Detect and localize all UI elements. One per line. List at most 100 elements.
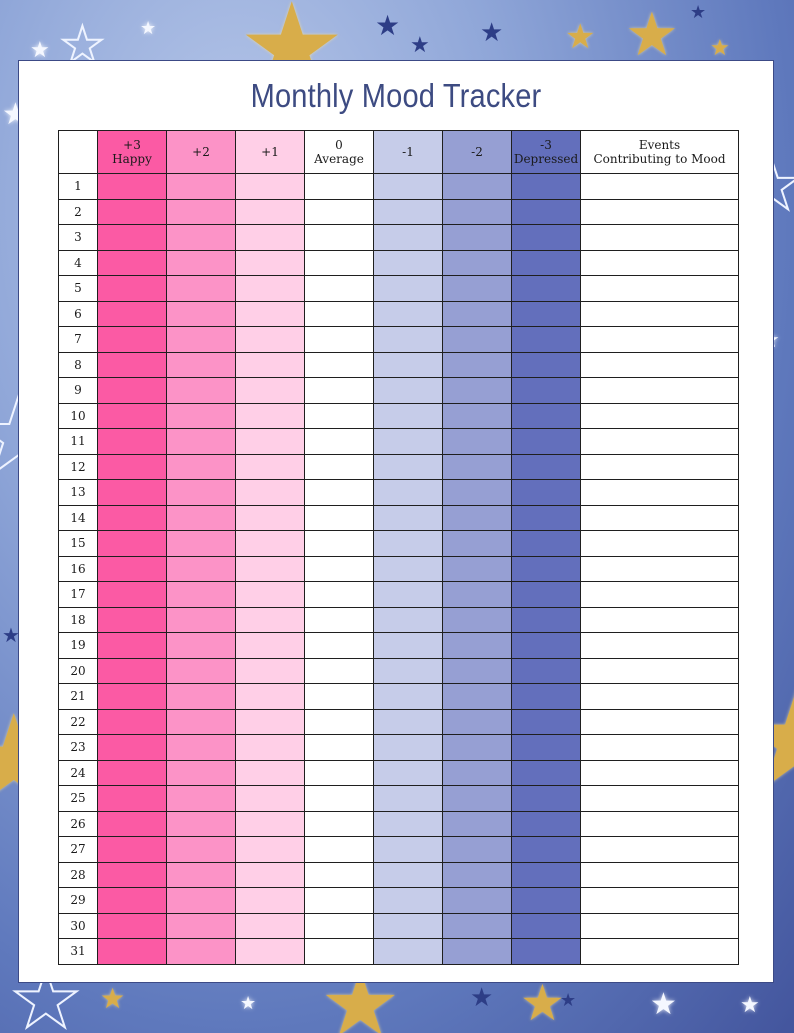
- mood-cell-minus2[interactable]: [442, 581, 512, 608]
- mood-cell-zero[interactable]: [304, 581, 374, 608]
- mood-cell-plus3[interactable]: [97, 657, 167, 684]
- mood-cell-minus2[interactable]: [442, 734, 512, 761]
- events-cell[interactable]: [580, 479, 739, 506]
- mood-cell-plus3[interactable]: [97, 428, 167, 455]
- mood-cell-zero[interactable]: [304, 453, 374, 480]
- mood-cell-minus1[interactable]: [373, 198, 443, 225]
- mood-cell-minus1[interactable]: [373, 300, 443, 327]
- mood-cell-zero[interactable]: [304, 632, 374, 659]
- mood-cell-plus3[interactable]: [97, 173, 167, 200]
- mood-cell-zero[interactable]: [304, 912, 374, 939]
- mood-cell-plus3[interactable]: [97, 785, 167, 812]
- mood-cell-zero[interactable]: [304, 479, 374, 506]
- mood-cell-plus1[interactable]: [235, 224, 305, 251]
- mood-cell-minus1[interactable]: [373, 249, 443, 276]
- mood-cell-minus1[interactable]: [373, 351, 443, 378]
- mood-cell-zero[interactable]: [304, 530, 374, 557]
- events-cell[interactable]: [580, 861, 739, 888]
- mood-cell-plus1[interactable]: [235, 683, 305, 710]
- mood-cell-plus1[interactable]: [235, 326, 305, 353]
- mood-cell-plus3[interactable]: [97, 632, 167, 659]
- mood-cell-plus3[interactable]: [97, 861, 167, 888]
- mood-cell-minus2[interactable]: [442, 810, 512, 837]
- events-cell[interactable]: [580, 581, 739, 608]
- mood-cell-zero[interactable]: [304, 606, 374, 633]
- mood-cell-plus2[interactable]: [166, 326, 236, 353]
- events-cell[interactable]: [580, 428, 739, 455]
- mood-cell-minus1[interactable]: [373, 734, 443, 761]
- mood-cell-plus1[interactable]: [235, 530, 305, 557]
- mood-cell-minus3[interactable]: [511, 555, 581, 582]
- mood-cell-zero[interactable]: [304, 351, 374, 378]
- mood-cell-plus1[interactable]: [235, 759, 305, 786]
- mood-cell-minus3[interactable]: [511, 453, 581, 480]
- mood-cell-plus1[interactable]: [235, 453, 305, 480]
- mood-cell-minus2[interactable]: [442, 300, 512, 327]
- mood-cell-zero[interactable]: [304, 555, 374, 582]
- mood-cell-plus1[interactable]: [235, 377, 305, 404]
- mood-cell-plus3[interactable]: [97, 912, 167, 939]
- mood-cell-plus2[interactable]: [166, 861, 236, 888]
- mood-cell-minus2[interactable]: [442, 479, 512, 506]
- mood-cell-plus2[interactable]: [166, 887, 236, 914]
- mood-cell-zero[interactable]: [304, 836, 374, 863]
- events-cell[interactable]: [580, 504, 739, 531]
- mood-cell-minus3[interactable]: [511, 402, 581, 429]
- mood-cell-plus3[interactable]: [97, 453, 167, 480]
- events-cell[interactable]: [580, 402, 739, 429]
- mood-cell-minus2[interactable]: [442, 759, 512, 786]
- mood-cell-plus3[interactable]: [97, 224, 167, 251]
- mood-cell-plus1[interactable]: [235, 581, 305, 608]
- mood-cell-plus1[interactable]: [235, 912, 305, 939]
- events-cell[interactable]: [580, 173, 739, 200]
- mood-cell-minus2[interactable]: [442, 377, 512, 404]
- mood-cell-minus2[interactable]: [442, 173, 512, 200]
- mood-cell-minus3[interactable]: [511, 428, 581, 455]
- mood-cell-plus2[interactable]: [166, 938, 236, 965]
- mood-cell-minus1[interactable]: [373, 861, 443, 888]
- events-cell[interactable]: [580, 351, 739, 378]
- mood-cell-zero[interactable]: [304, 759, 374, 786]
- mood-cell-zero[interactable]: [304, 861, 374, 888]
- mood-cell-minus1[interactable]: [373, 555, 443, 582]
- mood-cell-plus2[interactable]: [166, 479, 236, 506]
- mood-cell-plus1[interactable]: [235, 428, 305, 455]
- mood-cell-plus3[interactable]: [97, 377, 167, 404]
- mood-cell-minus2[interactable]: [442, 530, 512, 557]
- mood-cell-minus1[interactable]: [373, 657, 443, 684]
- mood-cell-minus3[interactable]: [511, 351, 581, 378]
- mood-cell-plus2[interactable]: [166, 351, 236, 378]
- events-cell[interactable]: [580, 326, 739, 353]
- events-cell[interactable]: [580, 683, 739, 710]
- events-cell[interactable]: [580, 224, 739, 251]
- mood-cell-minus1[interactable]: [373, 708, 443, 735]
- mood-cell-plus3[interactable]: [97, 836, 167, 863]
- mood-cell-plus3[interactable]: [97, 734, 167, 761]
- mood-cell-plus2[interactable]: [166, 504, 236, 531]
- mood-cell-plus2[interactable]: [166, 912, 236, 939]
- mood-cell-minus1[interactable]: [373, 759, 443, 786]
- mood-cell-plus3[interactable]: [97, 555, 167, 582]
- mood-cell-plus3[interactable]: [97, 810, 167, 837]
- mood-cell-plus3[interactable]: [97, 938, 167, 965]
- mood-cell-minus1[interactable]: [373, 606, 443, 633]
- mood-cell-plus1[interactable]: [235, 836, 305, 863]
- mood-cell-plus1[interactable]: [235, 555, 305, 582]
- mood-cell-zero[interactable]: [304, 938, 374, 965]
- mood-cell-minus2[interactable]: [442, 887, 512, 914]
- mood-cell-minus2[interactable]: [442, 402, 512, 429]
- mood-cell-minus1[interactable]: [373, 326, 443, 353]
- mood-cell-minus2[interactable]: [442, 275, 512, 302]
- mood-cell-minus3[interactable]: [511, 198, 581, 225]
- mood-cell-minus1[interactable]: [373, 836, 443, 863]
- mood-cell-minus1[interactable]: [373, 428, 443, 455]
- mood-cell-plus2[interactable]: [166, 734, 236, 761]
- mood-cell-plus1[interactable]: [235, 173, 305, 200]
- events-cell[interactable]: [580, 606, 739, 633]
- mood-cell-zero[interactable]: [304, 683, 374, 710]
- mood-cell-minus3[interactable]: [511, 249, 581, 276]
- events-cell[interactable]: [580, 632, 739, 659]
- mood-cell-minus3[interactable]: [511, 326, 581, 353]
- events-cell[interactable]: [580, 657, 739, 684]
- mood-cell-plus3[interactable]: [97, 683, 167, 710]
